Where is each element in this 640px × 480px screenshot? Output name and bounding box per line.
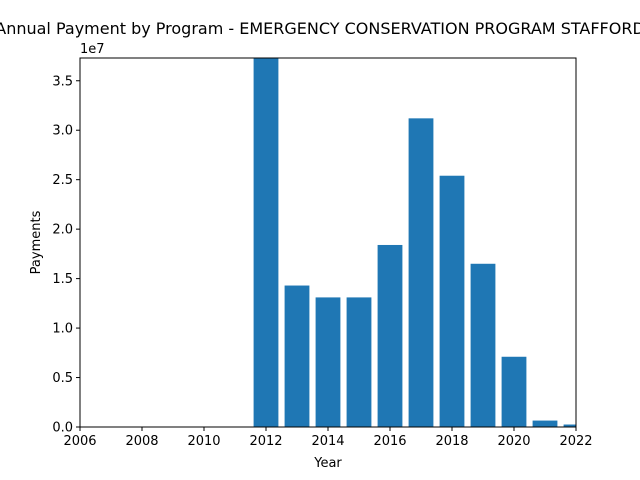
y-tick-label: 2.5	[52, 173, 73, 188]
y-tick-label: 3.5	[52, 74, 73, 89]
y-tick-label: 0.5	[52, 371, 73, 386]
y-tick-label: 2.0	[52, 223, 73, 238]
x-tick-label: 2012	[249, 434, 282, 449]
x-tick-label: 2014	[311, 434, 344, 449]
bar-2021	[532, 420, 558, 427]
bar-2017	[408, 118, 434, 427]
x-tick-label: 2018	[435, 434, 468, 449]
bar-2012	[253, 58, 279, 427]
y-axis-offset-label: 1e7	[80, 42, 105, 57]
x-tick-label: 2020	[497, 434, 530, 449]
x-tick-label: 2016	[373, 434, 406, 449]
chart-title: Annual Payment by Program - EMERGENCY CO…	[0, 19, 640, 38]
x-axis-label: Year	[313, 456, 342, 471]
y-axis-ticks: 0.0 0.5 1.0 1.5 2.0 2.5 3.0 3.5	[52, 74, 80, 436]
bar-2019	[470, 263, 496, 427]
y-axis-label: Payments	[29, 210, 44, 274]
x-tick-label: 2010	[187, 434, 220, 449]
y-tick-label: 0.0	[52, 421, 73, 436]
bar-2013	[284, 285, 310, 427]
bar-2016	[377, 244, 403, 427]
x-axis-ticks: 2006 2008 2010 2012 2014 2016 2018 2020 2022	[63, 427, 593, 449]
y-tick-label: 1.5	[52, 272, 73, 287]
bar-2018	[439, 175, 465, 427]
y-tick-label: 1.0	[52, 322, 73, 337]
plot-frame	[79, 57, 577, 428]
x-tick-label: 2006	[63, 434, 96, 449]
bar-2020	[501, 356, 527, 427]
x-tick-label: 2008	[125, 434, 158, 449]
bar-2022	[563, 424, 576, 427]
x-tick-label: 2022	[559, 434, 592, 449]
y-tick-label: 3.0	[52, 124, 73, 139]
bar-2015	[346, 297, 372, 427]
bar-2014	[315, 297, 341, 427]
bars-group	[253, 58, 576, 427]
